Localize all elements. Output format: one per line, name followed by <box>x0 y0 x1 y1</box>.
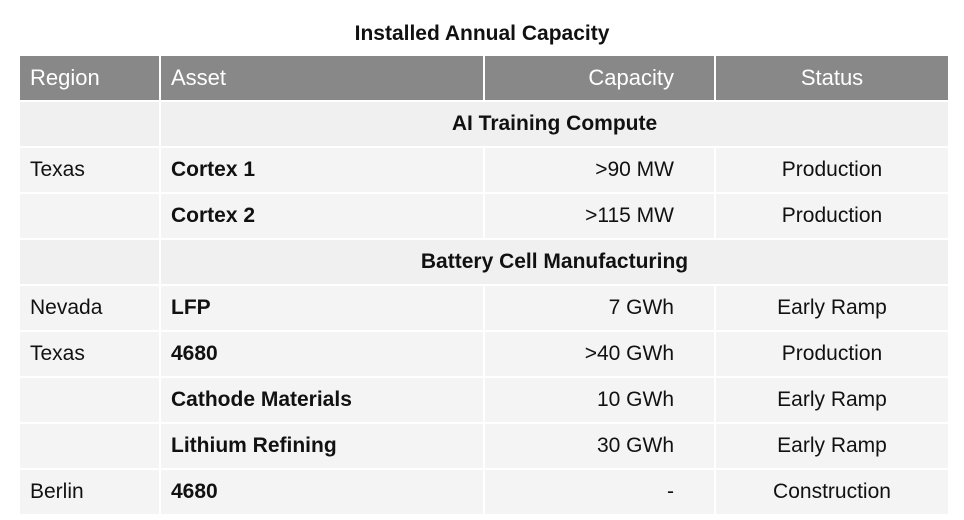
cell-capacity: - <box>485 468 716 514</box>
section-row: AI Training Compute <box>20 100 948 146</box>
table-row: Cathode Materials 10 GWh Early Ramp <box>20 376 948 422</box>
table-title: Installed Annual Capacity <box>354 22 610 45</box>
cell-region: Texas <box>20 330 161 376</box>
column-header-region: Region <box>20 56 161 100</box>
capacity-table: Region Asset Capacity Status AI Training… <box>20 56 948 514</box>
cell-status: Early Ramp <box>716 422 948 468</box>
table-row: Texas 4680 >40 GWh Production <box>20 330 948 376</box>
section-title: AI Training Compute <box>161 100 948 146</box>
cell-asset: Cortex 2 <box>161 192 485 238</box>
cell-region: Texas <box>20 146 161 192</box>
cell-capacity: 7 GWh <box>485 284 716 330</box>
cell-asset: LFP <box>161 284 485 330</box>
cell-status: Early Ramp <box>716 376 948 422</box>
table-row: Nevada LFP 7 GWh Early Ramp <box>20 284 948 330</box>
cell-capacity: 30 GWh <box>485 422 716 468</box>
cell-region <box>20 422 161 468</box>
table-row: Lithium Refining 30 GWh Early Ramp <box>20 422 948 468</box>
column-header-capacity: Capacity <box>485 56 716 100</box>
header-row: Region Asset Capacity Status <box>20 56 948 100</box>
cell-status: Construction <box>716 468 948 514</box>
section-row: Battery Cell Manufacturing <box>20 238 948 284</box>
cell-capacity: 10 GWh <box>485 376 716 422</box>
cell-capacity: >90 MW <box>485 146 716 192</box>
cell-region: Berlin <box>20 468 161 514</box>
cell-asset: 4680 <box>161 468 485 514</box>
cell-asset: Cathode Materials <box>161 376 485 422</box>
cell-status: Production <box>716 192 948 238</box>
cell-asset: 4680 <box>161 330 485 376</box>
column-header-asset: Asset <box>161 56 485 100</box>
cell-asset: Cortex 1 <box>161 146 485 192</box>
cell-status: Production <box>716 146 948 192</box>
column-header-status: Status <box>716 56 948 100</box>
table-row: Cortex 2 >115 MW Production <box>20 192 948 238</box>
cell-status: Early Ramp <box>716 284 948 330</box>
cell-capacity: >115 MW <box>485 192 716 238</box>
table-row: Texas Cortex 1 >90 MW Production <box>20 146 948 192</box>
cell-capacity: >40 GWh <box>485 330 716 376</box>
section-title: Battery Cell Manufacturing <box>161 238 948 284</box>
cell-region: Nevada <box>20 284 161 330</box>
cell-region <box>20 192 161 238</box>
table-row: Berlin 4680 - Construction <box>20 468 948 514</box>
cell-asset: Lithium Refining <box>161 422 485 468</box>
cell-region <box>20 376 161 422</box>
cell-status: Production <box>716 330 948 376</box>
